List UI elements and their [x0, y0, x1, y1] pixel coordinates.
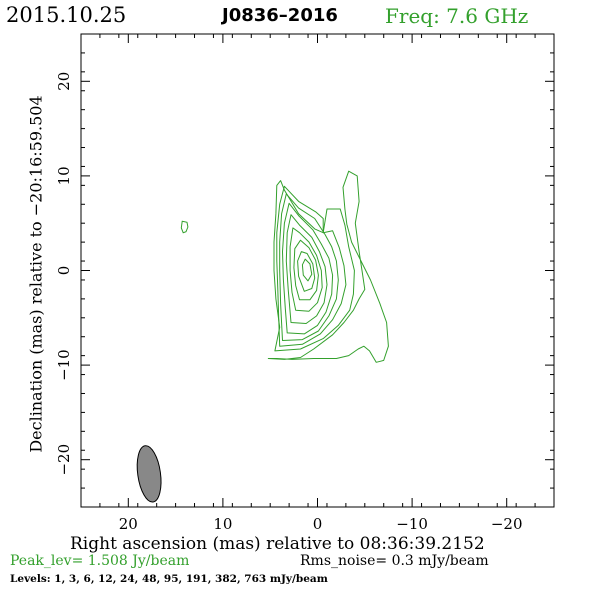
contour-level-2	[273, 180, 355, 352]
y-tick-label: 10	[55, 166, 73, 185]
contour-level-1	[267, 170, 389, 363]
x-axis-label: Right ascension (mas) relative to 08:36:…	[70, 534, 485, 554]
peak-level: Peak_lev= 1.508 Jy/beam	[10, 553, 190, 569]
observation-date: 2015.10.25	[6, 3, 127, 27]
contour-level-5	[282, 202, 334, 335]
contour-layer	[180, 170, 389, 363]
contour-level-9	[297, 251, 316, 292]
beam-layer	[136, 445, 162, 503]
contour-level-10	[301, 258, 313, 282]
axes-layer: 20 10 0 −10 −20 20 10 0 −10 −20	[55, 33, 555, 533]
frequency-label: Freq: 7.6 GHz	[385, 4, 529, 28]
contour-level-8	[293, 239, 319, 301]
x-tick-label: 0	[313, 515, 323, 533]
contour-level-6	[285, 214, 328, 324]
contour-level-3	[276, 185, 347, 347]
x-tick-label: 20	[119, 515, 138, 533]
contour-levels: Levels: 1, 3, 6, 12, 24, 48, 95, 191, 38…	[10, 573, 328, 585]
isolated-contour-1	[180, 220, 189, 234]
contour-level-7	[289, 227, 323, 312]
source-name: J0836–2016	[222, 5, 338, 26]
beam-ellipse	[136, 445, 162, 503]
x-tick-label: −10	[396, 515, 428, 533]
y-axis-label: Declination (mas) relative to −20:16:59.…	[26, 95, 46, 453]
y-tick-label: 20	[55, 72, 73, 91]
y-tick-label: −20	[55, 444, 73, 476]
x-tick-label: 10	[213, 515, 232, 533]
rms-noise: Rms_noise= 0.3 mJy/beam	[300, 553, 489, 569]
y-tick-label: 0	[55, 266, 73, 276]
contour-level-4	[279, 193, 339, 341]
y-tick-label: −10	[55, 349, 73, 381]
x-tick-label: −20	[491, 515, 523, 533]
